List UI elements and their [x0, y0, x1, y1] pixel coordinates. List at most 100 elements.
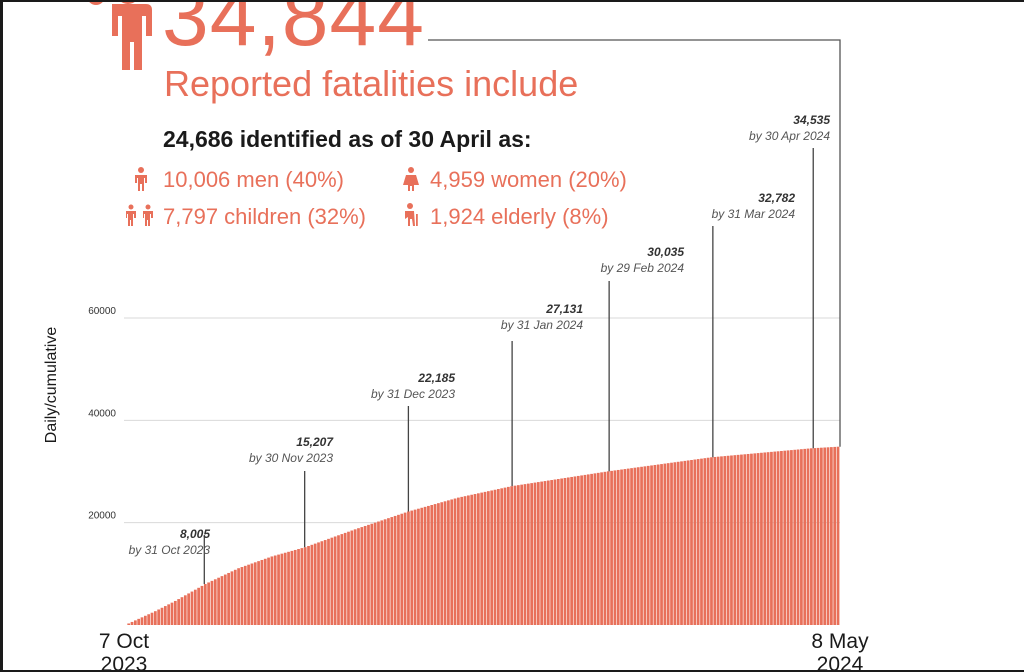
data-bar: [543, 481, 547, 625]
data-bar: [200, 585, 204, 625]
data-bar: [553, 479, 557, 625]
data-bar: [756, 453, 760, 625]
data-bar: [566, 477, 570, 625]
data-bar: [463, 496, 467, 625]
data-bar: [437, 503, 440, 625]
annotation-date: by 30 Nov 2023: [249, 451, 333, 465]
data-bar: [726, 455, 730, 625]
data-bar: [683, 460, 687, 625]
data-bar: [780, 450, 783, 625]
data-bar: [506, 486, 510, 625]
data-bar: [676, 461, 680, 625]
data-bar: [626, 468, 630, 625]
data-bar: [323, 540, 327, 625]
data-bar: [830, 447, 833, 625]
data-bar: [773, 451, 777, 625]
data-bar: [700, 458, 703, 625]
data-bar: [210, 580, 214, 625]
data-bar: [423, 506, 427, 625]
annotation-value: 30,035: [647, 245, 684, 259]
data-bar: [580, 475, 583, 625]
data-bar: [823, 447, 827, 625]
data-bar: [600, 472, 603, 625]
identified-heading: 24,686 identified as of 30 April as:: [163, 126, 532, 152]
data-bar: [440, 502, 444, 625]
data-bar: [720, 456, 723, 625]
stat-children: 7,797 children (32%): [163, 204, 367, 229]
data-bar: [613, 470, 617, 625]
data-bar: [776, 451, 780, 625]
data-bar: [800, 449, 803, 625]
data-bar: [150, 612, 154, 625]
data-bar: [133, 620, 137, 625]
data-bar: [470, 494, 474, 625]
data-bar: [383, 519, 387, 625]
data-bar: [573, 476, 577, 625]
data-bar: [357, 528, 360, 625]
data-bar: [153, 611, 157, 625]
data-bar: [493, 489, 497, 625]
data-bar: [696, 459, 700, 625]
data-bar: [793, 449, 797, 625]
data-bar: [786, 450, 790, 625]
data-bar: [690, 459, 693, 625]
y-tick-label: 20000: [88, 511, 116, 522]
data-bar: [616, 469, 620, 625]
data-bar: [710, 457, 713, 625]
data-bar: [130, 621, 134, 625]
data-bar: [367, 524, 370, 625]
data-bar: [320, 541, 324, 625]
data-bar: [593, 473, 597, 625]
data-bar: [453, 498, 457, 625]
data-bar: [363, 525, 367, 625]
data-bar: [530, 483, 534, 625]
data-bar: [803, 448, 807, 625]
x-start-year: 2023: [101, 653, 148, 672]
data-bar: [833, 446, 837, 625]
data-bar: [750, 453, 753, 625]
annotation-date: by 31 Oct 2023: [129, 543, 211, 557]
annotation-date: by 29 Feb 2024: [601, 261, 685, 275]
data-bar: [516, 485, 520, 625]
data-bar: [353, 529, 357, 625]
data-bar: [190, 591, 194, 625]
data-bar: [703, 458, 707, 625]
data-bar: [343, 532, 347, 625]
data-bar: [187, 593, 190, 625]
data-bar: [300, 548, 304, 625]
annotation-value: 15,207: [296, 435, 334, 449]
data-bar: [770, 451, 773, 625]
annotation-date: by 31 Mar 2024: [712, 207, 796, 221]
data-bar: [576, 475, 580, 625]
data-bar: [736, 454, 740, 625]
annotation-value: 34,535: [793, 113, 830, 127]
data-bar: [390, 517, 394, 625]
data-bar: [170, 602, 174, 625]
data-bar: [317, 542, 320, 625]
data-bar: [397, 514, 400, 625]
data-bar: [510, 486, 514, 625]
data-bar: [147, 614, 151, 625]
data-bar: [407, 511, 410, 625]
data-bar: [413, 509, 417, 625]
data-bar: [603, 471, 607, 625]
data-bar: [333, 536, 337, 625]
data-bar: [247, 564, 250, 625]
data-bar: [620, 469, 623, 625]
data-bar: [377, 521, 380, 625]
data-bar: [503, 487, 507, 625]
data-bar: [327, 538, 330, 625]
data-bar: [193, 589, 197, 625]
data-bar: [810, 448, 813, 625]
data-bar: [713, 456, 717, 625]
data-bar: [273, 555, 277, 625]
data-bar: [650, 465, 653, 625]
data-bar: [380, 520, 384, 625]
data-bar: [287, 551, 290, 625]
data-bar: [520, 484, 524, 625]
data-bar: [523, 484, 527, 625]
data-bar: [680, 461, 683, 625]
data-bar: [723, 456, 727, 625]
data-bar: [143, 615, 147, 625]
data-bar: [347, 531, 350, 625]
